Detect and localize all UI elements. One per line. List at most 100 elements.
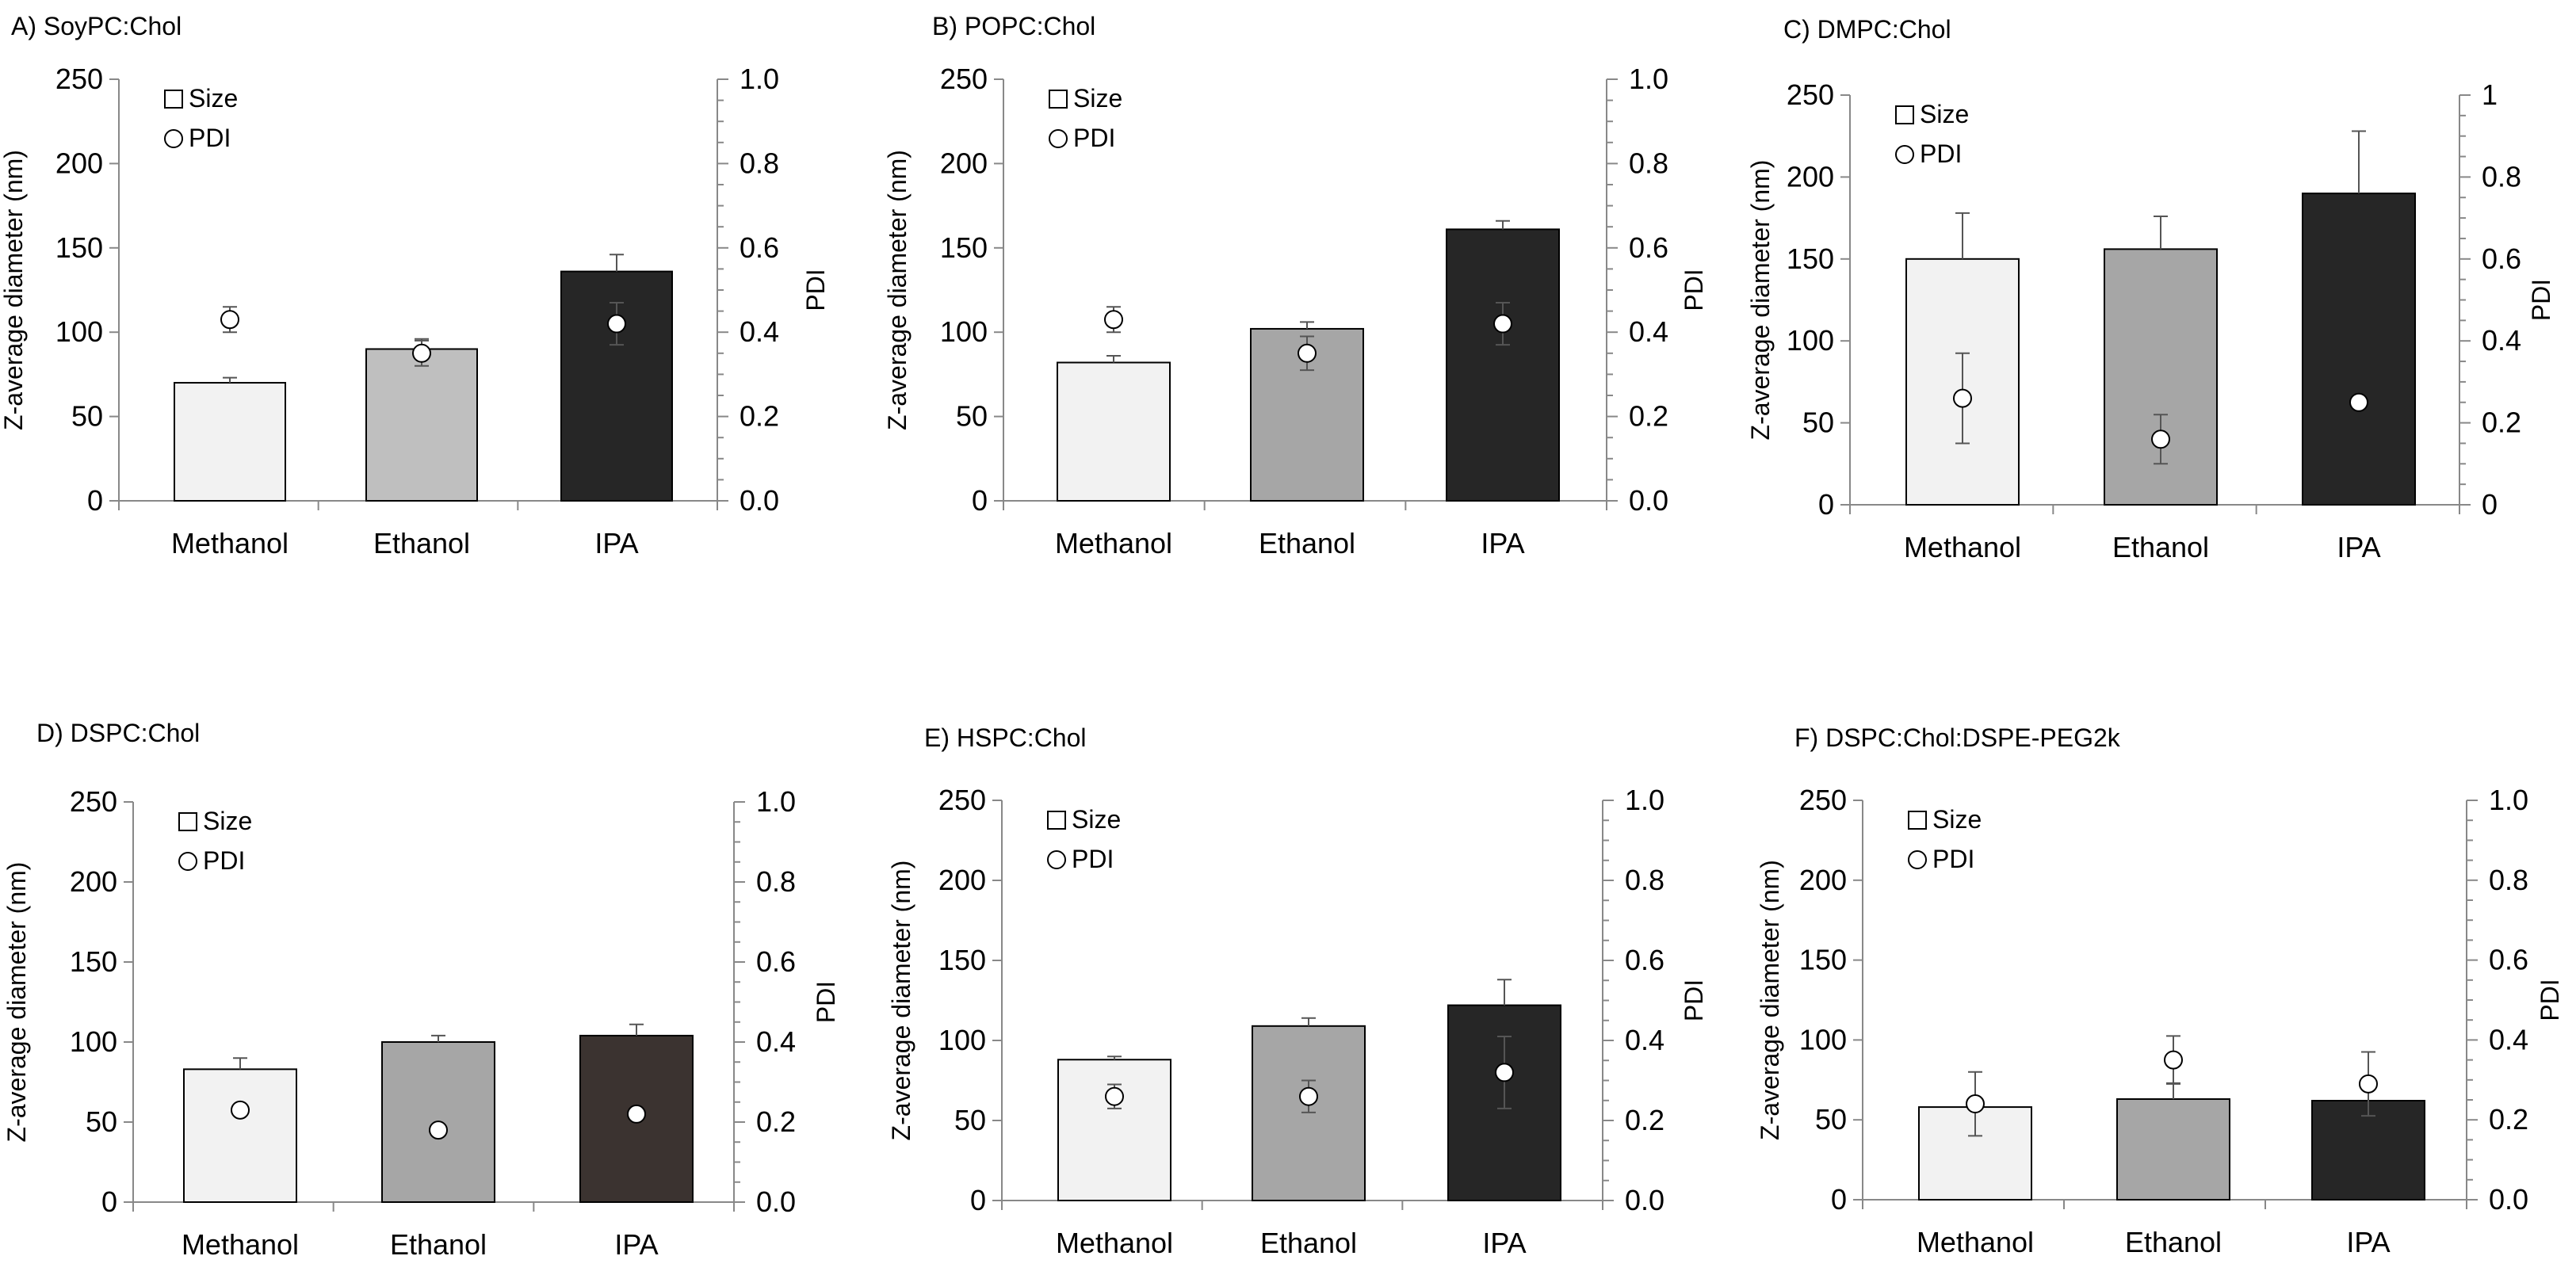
legend-pdi-swatch: [1895, 145, 1914, 164]
y2-axis-label: PDI: [2527, 279, 2555, 321]
category-label: Methanol: [1917, 1226, 2034, 1258]
chart-panel-5: E) HSPC:Chol 0 50 100 150 200 250 0.0 0.2 0.4 0.6 0…: [887, 723, 1708, 1259]
y-axis-label: Z-average diameter (nm): [2, 862, 31, 1143]
category-label: IPA: [614, 1228, 658, 1261]
size-bar: [2116, 1097, 2230, 1201]
y2-tick-label: 0.6: [2482, 242, 2521, 275]
size-bar: [1252, 1025, 1366, 1201]
pdi-marker: [1495, 1063, 1514, 1082]
chart-title: A) SoyPC:Chol: [11, 12, 182, 40]
y2-tick-label: 0.2: [2482, 407, 2521, 439]
category-label: IPA: [594, 527, 638, 559]
y2-axis-label: PDI: [2536, 979, 2564, 1021]
legend-size-swatch: [1908, 811, 1927, 830]
legend-pdi-swatch: [1047, 850, 1066, 869]
category-label: IPA: [1481, 527, 1524, 559]
pdi-marker: [2359, 1074, 2378, 1094]
size-bar: [2302, 193, 2416, 506]
y2-tick-label: 0.4: [1629, 315, 1668, 348]
category-label: Methanol: [1055, 527, 1172, 559]
y-tick-label: 200: [940, 147, 988, 179]
category-label: Methanol: [1904, 531, 2021, 563]
chart-title: B) POPC:Chol: [932, 12, 1095, 40]
category-label: Methanol: [171, 527, 289, 559]
chart-panel-2: B) POPC:Chol 0 50 100 150 200 250 0.0 0.2 0.4 0.6 0…: [883, 12, 1708, 559]
y-tick-label: 250: [55, 63, 103, 95]
size-bar: [1057, 361, 1171, 502]
y-tick-label: 150: [55, 231, 103, 264]
legend-pdi-swatch: [178, 852, 197, 871]
y-tick-label: 100: [938, 1024, 986, 1056]
legend-pdi-label: PDI: [203, 846, 245, 875]
y-tick-label: 200: [70, 865, 117, 898]
y2-tick-label: 0.6: [740, 231, 779, 264]
category-label: IPA: [2346, 1226, 2390, 1258]
pdi-marker: [607, 314, 626, 334]
legend-size-swatch: [1049, 90, 1068, 109]
y-tick-label: 150: [1799, 944, 1847, 976]
pdi-marker: [412, 343, 431, 363]
pdi-marker: [429, 1120, 448, 1140]
y-tick-label: 200: [938, 864, 986, 896]
y2-tick-label: 0.0: [740, 484, 779, 517]
y2-tick-label: 1.0: [1625, 784, 1664, 816]
y-tick-label: 100: [940, 315, 988, 348]
y2-tick-label: 1.0: [740, 63, 779, 95]
chart-panel-6: F) DSPC:Chol:DSPE-PEG2k 0 50 100 150 200 250 0.…: [1756, 723, 2564, 1258]
y-tick-label: 50: [71, 400, 103, 433]
pdi-marker: [2349, 392, 2368, 412]
y2-tick-label: 0.0: [756, 1185, 796, 1218]
legend-size-label: Size: [1932, 805, 1982, 834]
pdi-marker: [627, 1104, 646, 1124]
legend-size-label: Size: [203, 807, 252, 835]
category-label: Ethanol: [2125, 1226, 2222, 1258]
legend-size-swatch: [1895, 105, 1914, 124]
chart-title: F) DSPC:Chol:DSPE-PEG2k: [1794, 723, 2121, 752]
legend-pdi-swatch: [164, 129, 183, 148]
chart-title: E) HSPC:Chol: [924, 723, 1087, 752]
y-tick-label: 250: [938, 784, 986, 816]
legend-pdi-label: PDI: [1073, 124, 1115, 152]
size-bar: [183, 1068, 297, 1203]
pdi-marker: [2164, 1050, 2183, 1070]
y-tick-label: 50: [86, 1105, 117, 1138]
y-tick-label: 50: [1815, 1103, 1847, 1136]
y2-tick-label: 0.2: [2489, 1103, 2528, 1136]
y-tick-label: 250: [1787, 78, 1834, 111]
y2-tick-label: 0.2: [756, 1105, 796, 1138]
pdi-marker: [1953, 388, 1972, 408]
y2-tick-label: 0: [2482, 488, 2498, 521]
y2-tick-label: 0.2: [1625, 1104, 1664, 1136]
y2-tick-label: 0.0: [1629, 484, 1668, 517]
size-bar: [174, 382, 286, 502]
y2-tick-label: 0.8: [740, 147, 779, 179]
pdi-marker: [1104, 310, 1123, 330]
size-bar: [365, 348, 478, 502]
y-tick-label: 250: [940, 63, 988, 95]
y2-tick-label: 0.8: [756, 865, 796, 898]
y-tick-label: 50: [956, 400, 988, 433]
legend-size-label: Size: [1920, 100, 1969, 128]
legend-size-label: Size: [1072, 805, 1121, 834]
y-tick-label: 250: [70, 785, 117, 818]
y2-tick-label: 0.4: [2489, 1023, 2528, 1056]
y2-tick-label: 0.8: [2489, 864, 2528, 896]
y-tick-label: 50: [1802, 407, 1834, 439]
legend-size-swatch: [178, 812, 197, 831]
pdi-marker: [1298, 343, 1317, 363]
category-label: IPA: [1482, 1227, 1526, 1259]
y2-tick-label: 0.4: [2482, 324, 2521, 357]
legend-pdi-label: PDI: [1932, 845, 1974, 873]
y-axis-label: Z-average diameter (nm): [887, 861, 915, 1141]
y-tick-label: 100: [55, 315, 103, 348]
legend-size-label: Size: [1073, 84, 1122, 113]
y2-tick-label: 0.6: [2489, 944, 2528, 976]
y-tick-label: 100: [1799, 1023, 1847, 1056]
y2-tick-label: 0.4: [756, 1025, 796, 1058]
pdi-marker: [1966, 1094, 1985, 1114]
y-axis-label: Z-average diameter (nm): [1746, 160, 1775, 441]
y-tick-label: 0: [970, 1184, 986, 1216]
y-axis-label: Z-average diameter (nm): [1756, 860, 1784, 1140]
y2-tick-label: 0.4: [1625, 1024, 1664, 1056]
category-label: Ethanol: [1260, 1227, 1357, 1259]
